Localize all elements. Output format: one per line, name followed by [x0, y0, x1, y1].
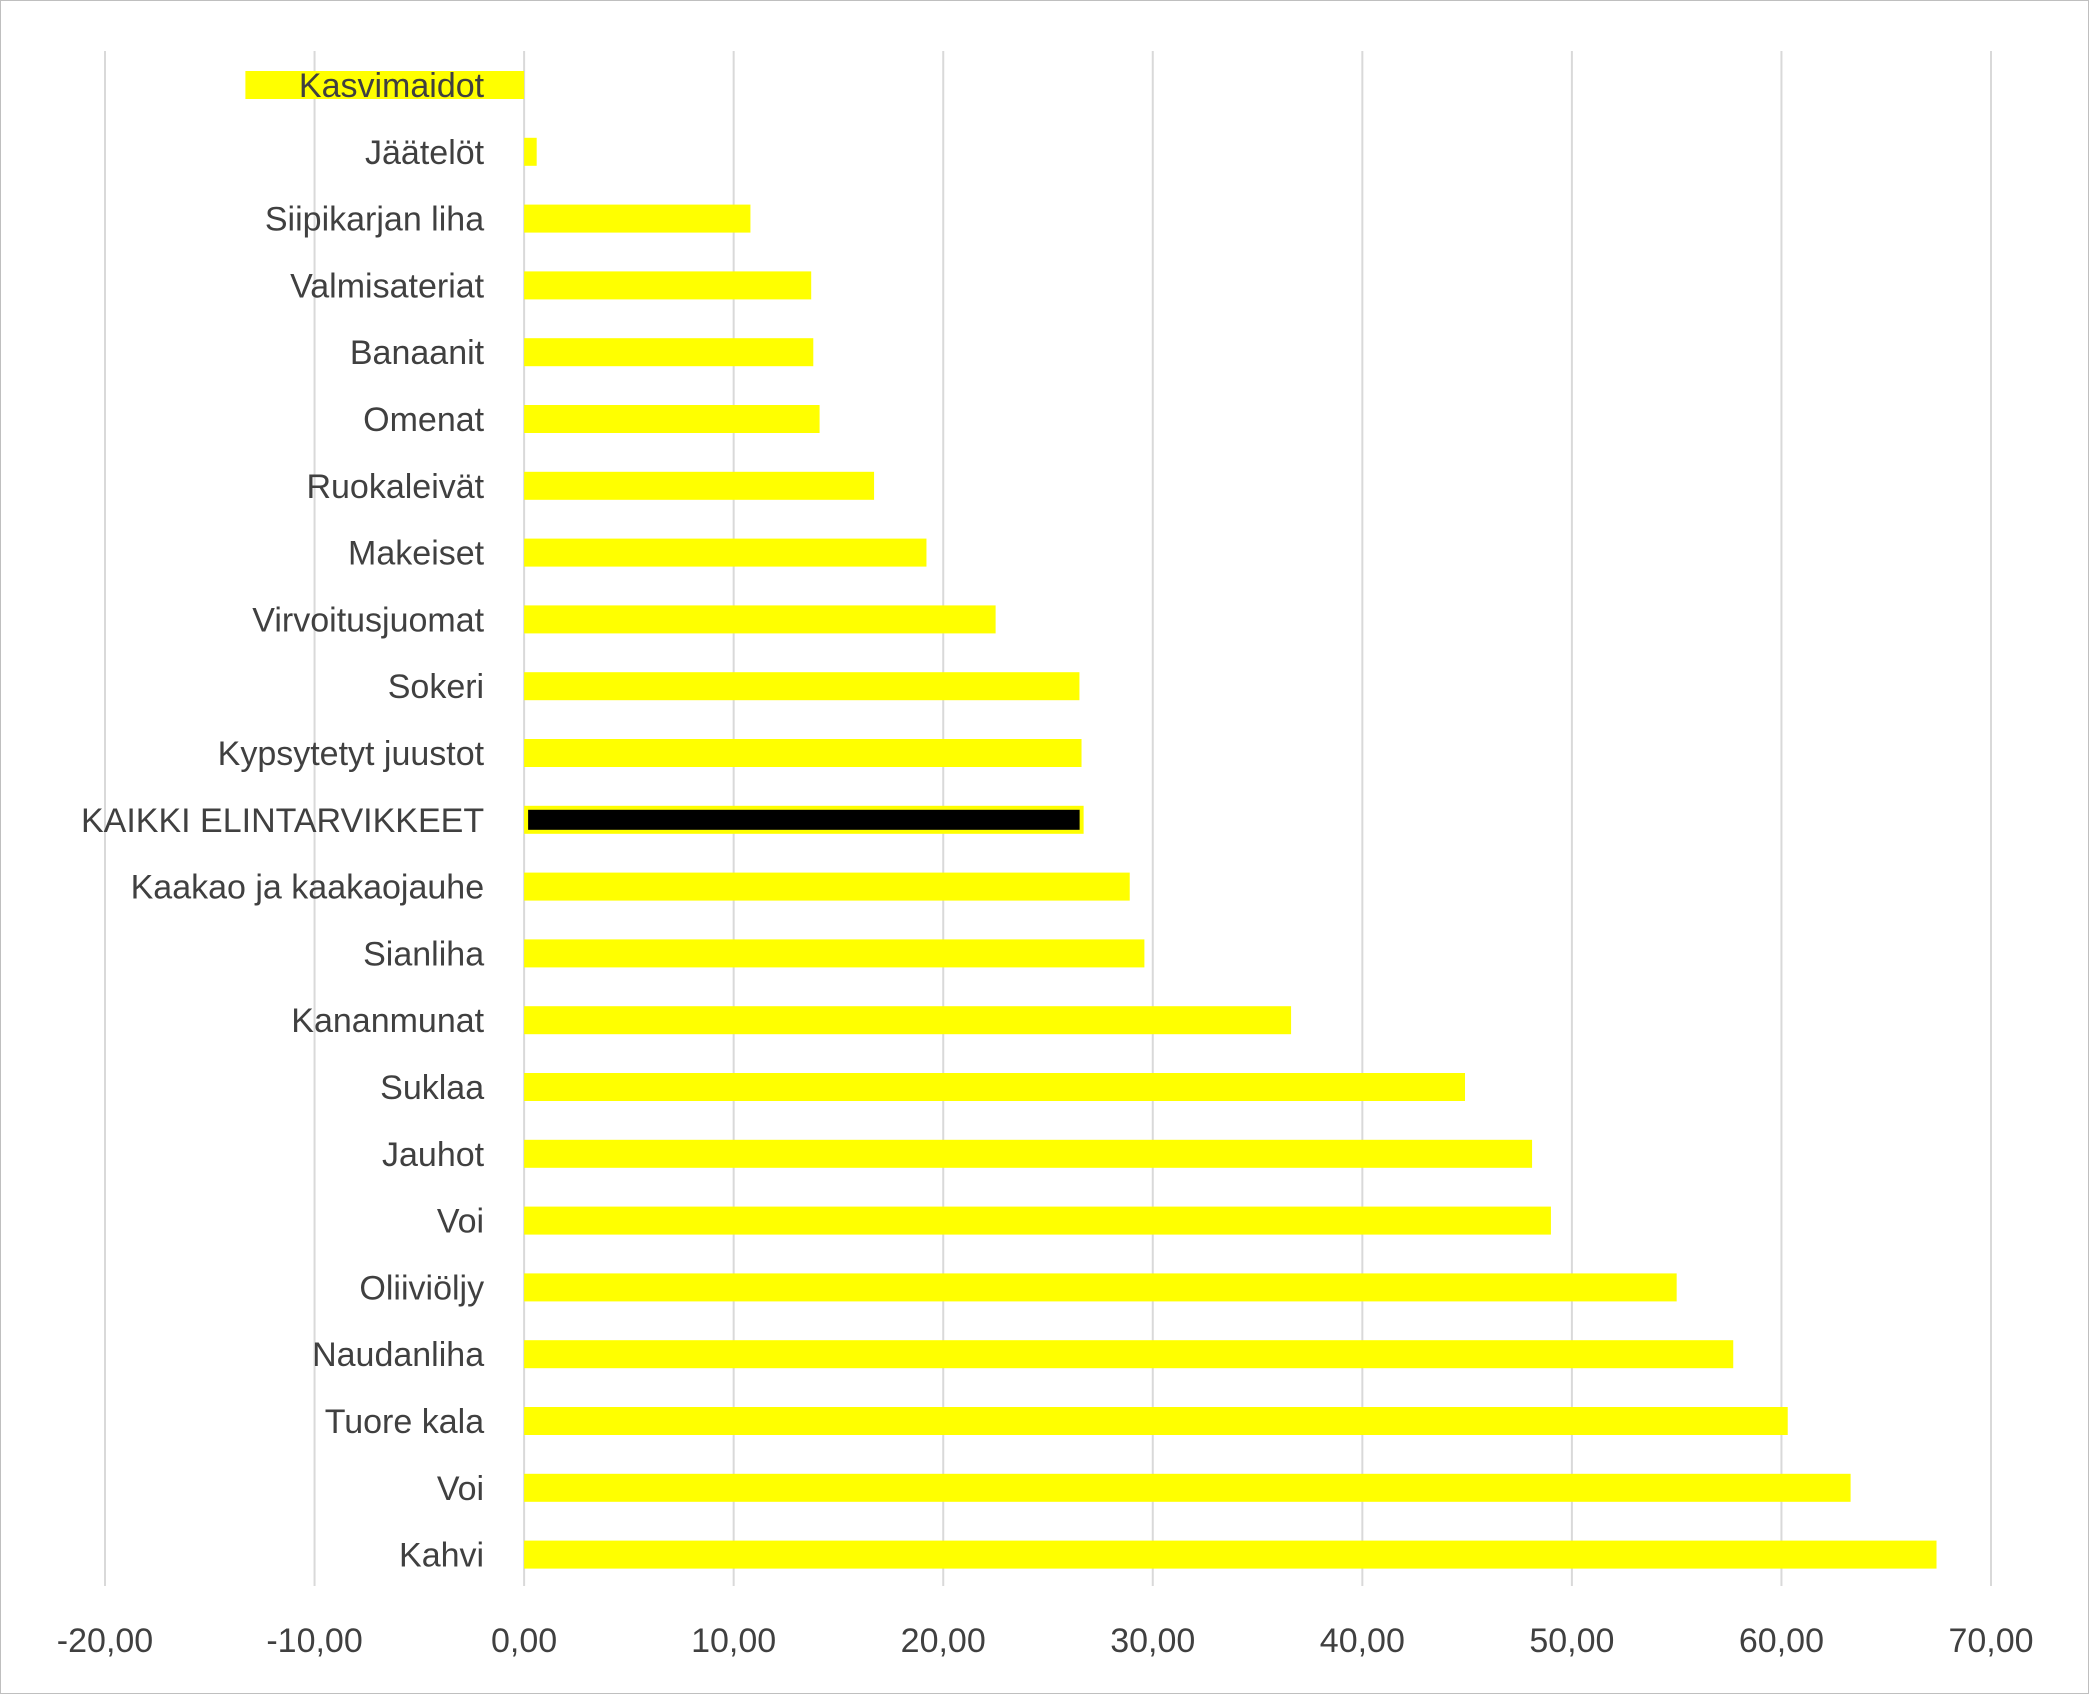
- category-label: Kypsytetyt juustot: [218, 735, 485, 773]
- bar: [524, 1073, 1466, 1101]
- bar: [524, 1273, 1677, 1302]
- category-label: Virvoitusjuomat: [252, 601, 484, 639]
- category-label: Suklaa: [380, 1069, 484, 1107]
- highlight-bar: [528, 809, 1080, 830]
- bar: [524, 939, 1145, 968]
- bar: [524, 872, 1130, 901]
- category-label: Voi: [437, 1203, 484, 1241]
- bars: [245, 71, 1937, 1569]
- bar: [524, 1540, 1937, 1569]
- category-label: Naudanliha: [312, 1336, 484, 1374]
- category-label: Kananmunat: [291, 1002, 484, 1040]
- bar: [245, 71, 525, 99]
- x-tick-label: 70,00: [1948, 1622, 2033, 1660]
- category-label: Tuore kala: [325, 1403, 484, 1441]
- category-label: Jauhot: [382, 1136, 485, 1174]
- category-label: Valmisateriat: [290, 267, 485, 305]
- x-tick-label: 40,00: [1320, 1622, 1405, 1660]
- category-label: Sianliha: [363, 935, 484, 973]
- bar: [524, 1473, 1851, 1502]
- x-tick-label: 0,00: [491, 1622, 557, 1660]
- bar: [524, 137, 537, 166]
- category-label: Sokeri: [388, 668, 484, 706]
- bar: [524, 538, 927, 567]
- bar: [524, 338, 814, 367]
- category-labels: Kasvimaidot Jäätelöt Siipikarjan liha Valmi…: [81, 67, 485, 1575]
- category-label: Siipikarjan liha: [265, 201, 484, 239]
- bar: [524, 405, 820, 433]
- x-tick-label: 50,00: [1529, 1622, 1614, 1660]
- bar: [524, 1006, 1292, 1035]
- bar: [524, 204, 751, 233]
- category-label: Ruokaleivät: [306, 468, 484, 506]
- category-label: Kaakao ja kaakaojauhe: [131, 869, 485, 907]
- x-tick-label: 20,00: [901, 1622, 986, 1660]
- bar: [524, 471, 875, 500]
- x-tick-label: 10,00: [691, 1622, 776, 1660]
- category-label: Kasvimaidot: [299, 67, 485, 105]
- bar: [524, 1139, 1533, 1168]
- x-tick-label: -10,00: [266, 1622, 362, 1660]
- category-label: Kahvi: [399, 1537, 484, 1575]
- bar: [524, 1407, 1788, 1435]
- bar: [524, 271, 812, 300]
- category-label: Makeiset: [348, 535, 485, 573]
- category-label: KAIKKI ELINTARVIKKEET: [81, 802, 484, 840]
- bar: [524, 1206, 1551, 1235]
- x-tick-label: -20,00: [57, 1622, 153, 1660]
- bar: [524, 605, 996, 634]
- bar: [524, 739, 1082, 767]
- bar: [524, 1340, 1734, 1369]
- category-label: Omenat: [363, 401, 484, 439]
- x-tick-label: 30,00: [1110, 1622, 1195, 1660]
- category-label: Banaanit: [350, 334, 485, 372]
- category-label: Oliiviöljy: [359, 1269, 484, 1307]
- category-label: Jäätelöt: [365, 134, 485, 172]
- category-label: Voi: [437, 1470, 484, 1508]
- x-tick-label: 60,00: [1739, 1622, 1824, 1660]
- bar: [524, 672, 1080, 701]
- x-axis-tick-labels: -20,00 -10,00 0,00 10,00 20,00 30,00 40,00 50,0…: [57, 1622, 2034, 1660]
